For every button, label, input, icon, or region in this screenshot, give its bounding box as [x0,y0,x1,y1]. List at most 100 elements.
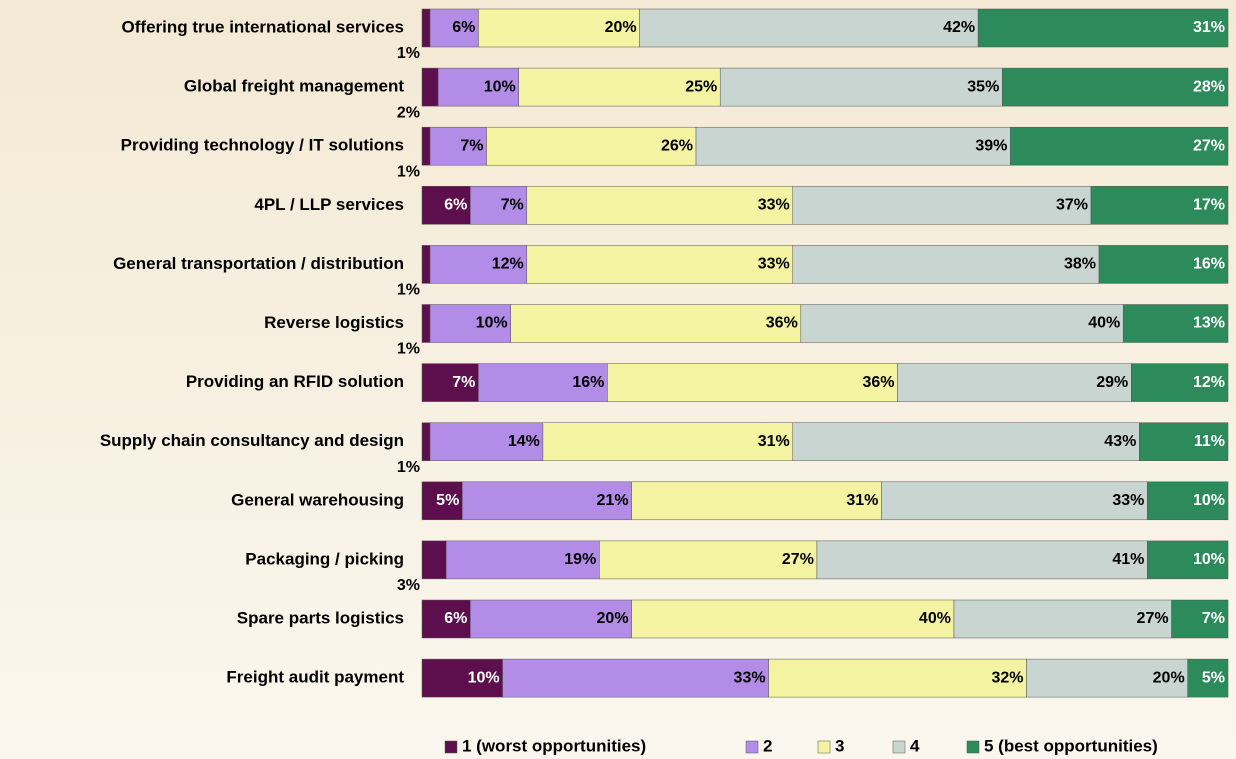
category-label: Supply chain consultancy and design [100,431,404,450]
value-label: 35% [967,78,999,95]
legend-swatch [966,740,980,754]
legend-swatch [444,740,458,754]
bar-segment [792,422,1140,461]
bar-segment [429,304,511,343]
legend-swatch [745,740,759,754]
bar-segment [429,8,479,48]
bar-segment [510,304,802,343]
value-label: 10% [1193,492,1225,509]
bar-segment [518,67,721,107]
legend-label: 4 [910,736,920,755]
bar-segment [607,363,898,402]
category-label: General warehousing [231,490,404,509]
bar-segment [695,126,1011,166]
bar-segment [897,363,1132,402]
value-label: 19% [564,551,596,568]
value-label: 36% [766,315,798,332]
bar-segment [1139,422,1229,461]
value-label: 31% [1193,19,1225,36]
bar-segment [429,126,487,166]
value-label: 14% [508,433,540,450]
category-label: Global freight management [184,77,404,96]
value-label: 10% [484,78,516,95]
bar-segment [421,540,447,580]
bar-segment [953,599,1172,639]
bar-segment [599,540,818,580]
bar-segment [421,422,431,461]
value-label: 20% [597,610,629,627]
value-label: 31% [758,433,790,450]
bar-segment [1026,658,1188,698]
value-label: 6% [444,197,467,214]
legend-label: 5 (best opportunities) [984,736,1158,755]
legend-swatch [817,740,831,754]
value-label: 12% [1193,374,1225,391]
value-label: 27% [782,551,814,568]
value-label: 36% [863,374,895,391]
bar-segment [470,599,632,639]
bar-segment [881,481,1148,521]
value-label: 27% [1193,137,1225,154]
value-label: 10% [1193,551,1225,568]
category-label: Offering true international services [122,17,404,36]
value-label: 1% [397,163,420,180]
bar-segment [800,304,1124,343]
category-label: Providing an RFID solution [186,372,404,391]
value-label: 39% [975,137,1007,154]
bar-segment [429,245,528,284]
category-label: Spare parts logistics [237,608,404,627]
bar-segment [1002,67,1229,107]
bar-segment [445,540,600,580]
category-label: 4PL / LLP services [254,195,404,214]
legend-label: 1 (worst opportunities) [462,736,646,755]
value-label: 5% [1202,669,1225,686]
legend-swatch [892,740,906,754]
bar-segment [1131,363,1229,402]
value-label: 27% [1137,610,1169,627]
bar-segment [421,304,431,343]
value-label: 33% [1112,492,1144,509]
bar-segment [1098,245,1229,284]
category-label: Reverse logistics [264,313,404,332]
value-label: 7% [501,197,524,214]
bar-segment [1010,126,1229,166]
value-label: 20% [605,19,637,36]
value-label: 43% [1104,433,1136,450]
value-label: 1% [397,341,420,358]
bar-segment [792,186,1092,225]
bar-segment [470,186,528,225]
value-label: 10% [468,669,500,686]
bar-segment [631,481,882,521]
bar-segment [1187,658,1229,698]
bar-segment [421,8,431,48]
bar-segment [421,126,431,166]
bar-segment [639,8,979,48]
value-label: 41% [1112,551,1144,568]
bar-segment [437,67,519,107]
value-label: 33% [758,256,790,273]
value-label: 25% [685,78,717,95]
value-label: 17% [1193,197,1225,214]
bar-segment [631,599,955,639]
bar-segment [719,67,1003,107]
value-label: 21% [597,492,629,509]
bar-segment [421,363,479,402]
value-label: 6% [452,19,475,36]
value-label: 26% [661,137,693,154]
bar-segment [429,422,544,461]
bar-segment [526,186,794,225]
value-label: 20% [1153,669,1185,686]
bar-segment [478,363,608,402]
value-label: 3% [397,577,420,594]
value-label: 33% [734,669,766,686]
legend-label: 3 [835,736,844,755]
bar-segment [486,126,697,166]
bar-segment [1090,186,1229,225]
value-label: 29% [1096,374,1128,391]
bar-segment [421,245,431,284]
value-label: 31% [846,492,878,509]
bar-segment [421,481,463,521]
bar-segment [502,658,769,698]
bar-segment [977,8,1229,48]
